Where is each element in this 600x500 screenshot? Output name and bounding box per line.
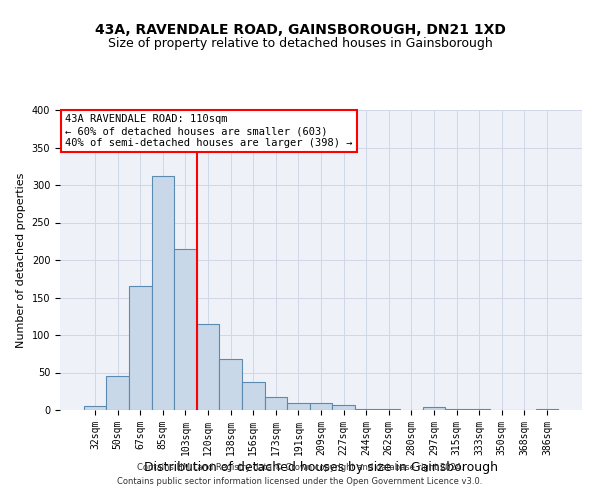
Text: 43A, RAVENDALE ROAD, GAINSBOROUGH, DN21 1XD: 43A, RAVENDALE ROAD, GAINSBOROUGH, DN21 … xyxy=(95,22,505,36)
Text: 43A RAVENDALE ROAD: 110sqm
← 60% of detached houses are smaller (603)
40% of sem: 43A RAVENDALE ROAD: 110sqm ← 60% of deta… xyxy=(65,114,353,148)
Bar xyxy=(422,407,445,410)
Bar xyxy=(220,359,242,410)
Bar xyxy=(84,406,106,410)
Bar xyxy=(445,408,468,410)
Bar xyxy=(265,397,287,410)
Bar xyxy=(536,408,558,410)
Bar xyxy=(129,286,152,410)
X-axis label: Distribution of detached houses by size in Gainsborough: Distribution of detached houses by size … xyxy=(144,460,498,473)
Text: Size of property relative to detached houses in Gainsborough: Size of property relative to detached ho… xyxy=(107,38,493,51)
Bar xyxy=(197,324,220,410)
Bar xyxy=(106,376,129,410)
Bar xyxy=(152,176,174,410)
Bar xyxy=(377,408,400,410)
Text: Contains public sector information licensed under the Open Government Licence v3: Contains public sector information licen… xyxy=(118,477,482,486)
Text: Contains HM Land Registry data © Crown copyright and database right 2024.: Contains HM Land Registry data © Crown c… xyxy=(137,464,463,472)
Bar xyxy=(355,408,377,410)
Bar xyxy=(242,382,265,410)
Bar xyxy=(174,248,197,410)
Bar xyxy=(332,405,355,410)
Bar xyxy=(468,408,490,410)
Bar xyxy=(287,402,310,410)
Bar xyxy=(310,402,332,410)
Y-axis label: Number of detached properties: Number of detached properties xyxy=(16,172,26,348)
